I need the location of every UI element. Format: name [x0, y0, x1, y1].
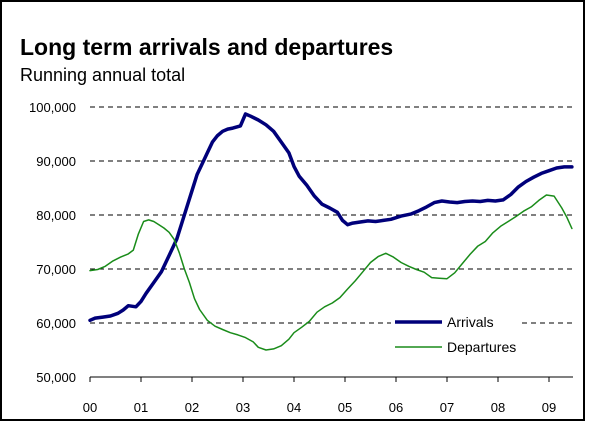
y-tick-label: 80,000 — [36, 208, 76, 223]
y-tick-label: 90,000 — [36, 154, 76, 169]
x-tick-label: 05 — [338, 400, 352, 415]
x-tick-label: 04 — [287, 400, 301, 415]
x-tick-label: 06 — [389, 400, 403, 415]
legend-bg — [391, 338, 521, 356]
x-tick-label: 07 — [440, 400, 454, 415]
chart-subtitle: Running annual total — [20, 65, 186, 85]
x-tick-label: 08 — [491, 400, 505, 415]
chart-title: Long term arrivals and departures — [20, 34, 394, 60]
legend-label: Arrivals — [447, 314, 494, 330]
legend: Arrivals Departures — [391, 313, 521, 356]
x-tick-label: 02 — [185, 400, 199, 415]
y-tick-label: 70,000 — [36, 262, 76, 277]
grid-lines — [90, 106, 573, 324]
legend-label: Departures — [447, 339, 516, 355]
x-tick-label: 00 — [83, 400, 97, 415]
series-lines — [88, 112, 574, 351]
series-line-departures — [89, 194, 573, 351]
legend-bg — [391, 313, 521, 331]
y-tick-label: 100,000 — [29, 100, 76, 115]
x-tick-label: 03 — [236, 400, 250, 415]
y-axis-ticks: 50,000 60,000 70,000 80,000 90,000 100,000 — [29, 100, 76, 385]
x-tick-label: 01 — [134, 400, 148, 415]
x-tick-label: 09 — [542, 400, 556, 415]
y-tick-label: 50,000 — [36, 370, 76, 385]
series-line-arrivals — [88, 112, 574, 323]
y-tick-label: 60,000 — [36, 316, 76, 331]
x-axis: 00 01 02 03 04 05 06 07 08 09 — [83, 376, 573, 415]
